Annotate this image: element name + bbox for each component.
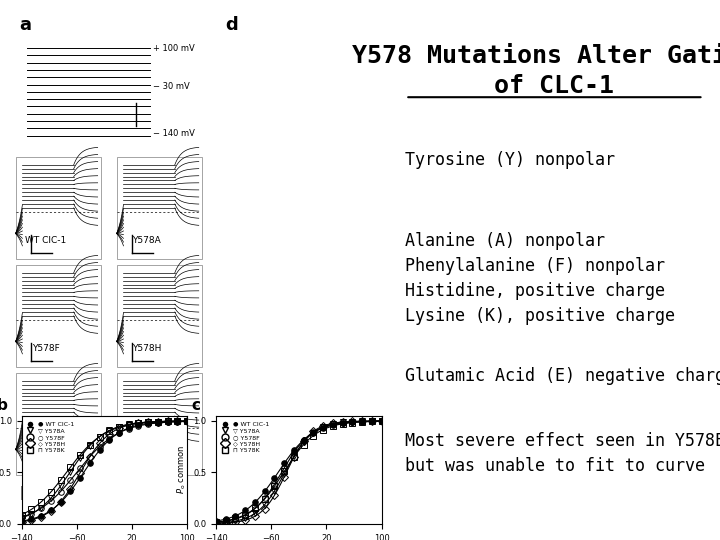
Y-axis label: $P_{\rm o}$ common: $P_{\rm o}$ common [175, 445, 188, 495]
Text: a: a [19, 16, 32, 34]
Text: WT CIC-1: WT CIC-1 [25, 236, 66, 245]
Text: Glutamic Acid (E) negative charge: Glutamic Acid (E) negative charge [405, 367, 720, 385]
Text: Y578E: Y578E [132, 452, 161, 461]
FancyBboxPatch shape [117, 265, 202, 367]
Text: Most severe effect seen in Y578E,
but was unable to fit to curve: Most severe effect seen in Y578E, but wa… [405, 432, 720, 475]
Text: Y578K: Y578K [31, 452, 60, 461]
Text: + 100 mV: + 100 mV [153, 44, 195, 52]
FancyBboxPatch shape [16, 265, 101, 367]
Text: − 30 mV: − 30 mV [153, 83, 190, 91]
Text: b: b [19, 486, 32, 504]
Legend: ● WT CIC-1, ▽ Y578A, ○ Y578F, ◇ Y578H, ⊓ Y578K: ● WT CIC-1, ▽ Y578A, ○ Y578F, ◇ Y578H, ⊓… [219, 419, 271, 456]
Text: Alanine (A) nonpolar
Phenylalanine (F) nonpolar
Histidine, positive charge
Lysin: Alanine (A) nonpolar Phenylalanine (F) n… [405, 232, 675, 325]
Legend: ● WT CIC-1, ▽ Y578A, ○ Y578F, ◇ Y578H, ⊓ Y578K: ● WT CIC-1, ▽ Y578A, ○ Y578F, ◇ Y578H, ⊓… [24, 419, 77, 456]
Text: d: d [225, 16, 238, 34]
Text: b: b [0, 399, 8, 414]
Text: Tyrosine (Y) nonpolar: Tyrosine (Y) nonpolar [405, 151, 616, 169]
FancyBboxPatch shape [117, 157, 202, 259]
Text: c: c [192, 399, 200, 414]
FancyBboxPatch shape [16, 373, 101, 475]
Text: Y578H: Y578H [132, 344, 161, 353]
FancyBboxPatch shape [16, 157, 101, 259]
Text: − 140 mV: − 140 mV [153, 129, 195, 138]
FancyBboxPatch shape [117, 373, 202, 475]
Text: Y578 Mutations Alter Gating
of CLC-1: Y578 Mutations Alter Gating of CLC-1 [352, 43, 720, 98]
Text: Y578F: Y578F [32, 344, 59, 353]
Text: Y578A: Y578A [132, 236, 161, 245]
